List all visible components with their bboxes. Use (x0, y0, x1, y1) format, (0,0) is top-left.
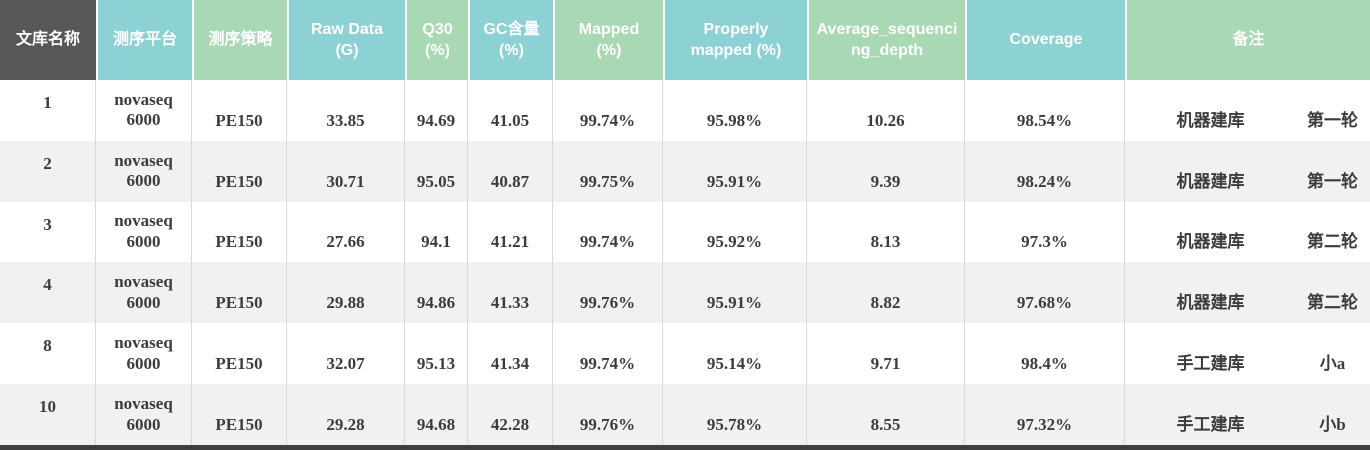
cell-gc: 41.33 (468, 262, 553, 324)
cell-remark-method: 机器建库 (1176, 232, 1245, 252)
cell-library-name: 10 (0, 384, 96, 445)
table-row: 2 novaseq 6000 PE150 30.71 95.05 40.87 99.75% 9… (0, 140, 1370, 202)
cell-properly_mapped: 95.78% (663, 384, 807, 445)
cell-remark-method: 机器建库 (1176, 171, 1245, 191)
column-header-q30: Q30 (%) (405, 0, 468, 80)
cell-q30: 94.86 (405, 262, 468, 324)
cell-raw_data: 30.71 (287, 140, 405, 202)
cell-strategy: PE150 (192, 323, 287, 385)
cell-gc: 40.87 (468, 140, 553, 202)
cell-library-name: 1 (0, 80, 96, 141)
column-header-library: 文库名称 (0, 0, 96, 80)
cell-q30: 95.05 (405, 140, 468, 202)
cell-mapped: 99.76% (553, 262, 663, 324)
cell-mapped: 99.74% (553, 80, 663, 141)
cell-strategy: PE150 (192, 384, 287, 445)
cell-remark: 机器建库 第二轮 (1125, 202, 1370, 263)
cell-remark-method: 机器建库 (1176, 293, 1245, 313)
cell-platform: novaseq 6000 (96, 201, 192, 263)
cell-q30: 95.13 (405, 323, 468, 385)
cell-library-name: 2 (0, 140, 96, 202)
cell-properly_mapped: 95.91% (663, 262, 807, 324)
cell-strategy: PE150 (192, 201, 287, 263)
cell-raw_data: 33.85 (287, 80, 405, 141)
cell-gc: 41.21 (468, 201, 553, 263)
column-header-mapped: Mapped (%) (553, 0, 663, 80)
column-header-platform: 测序平台 (96, 0, 192, 80)
cell-platform: novaseq 6000 (96, 80, 192, 141)
cell-remark-round: 小b (1319, 414, 1346, 434)
cell-properly_mapped: 95.92% (663, 201, 807, 263)
cell-properly_mapped: 95.98% (663, 80, 807, 141)
cell-coverage: 97.3% (965, 201, 1125, 263)
cell-remark: 机器建库 第二轮 (1125, 262, 1370, 323)
cell-remark-round: 第二轮 (1307, 293, 1358, 313)
column-header-gc: GC含量 (%) (468, 0, 553, 80)
column-header-raw_data: Raw Data (G) (287, 0, 405, 80)
cell-gc: 41.34 (468, 323, 553, 385)
cell-coverage: 98.4% (965, 323, 1125, 385)
cell-platform: novaseq 6000 (96, 140, 192, 202)
cell-q30: 94.69 (405, 80, 468, 141)
table-header-row: 文库名称 测序平台 测序策略 Raw Data (G) Q30 (%) GC含量 (%) M… (0, 0, 1370, 80)
cell-platform: novaseq 6000 (96, 384, 192, 445)
cell-remark: 机器建库 第一轮 (1125, 80, 1370, 141)
cell-remark: 手工建库 小b (1125, 384, 1370, 445)
cell-coverage: 98.24% (965, 140, 1125, 202)
cell-mapped: 99.74% (553, 201, 663, 263)
cell-remark: 机器建库 第一轮 (1125, 141, 1370, 202)
table-body: 1 novaseq 6000 PE150 33.85 94.69 41.05 99.74% 9… (0, 80, 1370, 445)
cell-strategy: PE150 (192, 80, 287, 141)
cell-mapped: 99.75% (553, 140, 663, 202)
cell-remark-method: 机器建库 (1176, 110, 1245, 130)
cell-library-name: 8 (0, 323, 96, 385)
cell-raw_data: 29.28 (287, 384, 405, 445)
cell-coverage: 97.32% (965, 384, 1125, 445)
cell-coverage: 98.54% (965, 80, 1125, 141)
table-row: 8 novaseq 6000 PE150 32.07 95.13 41.34 99.74% 9… (0, 323, 1370, 385)
cell-q30: 94.68 (405, 384, 468, 445)
cell-q30: 94.1 (405, 201, 468, 263)
table-row: 10 novaseq 6000 PE150 29.28 94.68 42.28 99.76%… (0, 384, 1370, 445)
cell-raw_data: 32.07 (287, 323, 405, 385)
cell-mapped: 99.74% (553, 323, 663, 385)
column-header-properly_mapped: Properly mapped (%) (663, 0, 807, 80)
column-header-strategy: 测序策略 (192, 0, 287, 80)
cell-avg_depth: 8.82 (807, 262, 965, 324)
cell-library-name: 4 (0, 262, 96, 324)
cell-remark-method: 手工建库 (1176, 354, 1245, 374)
column-header-avg_depth: Average_sequencing_depth (807, 0, 965, 80)
table-row: 3 novaseq 6000 PE150 27.66 94.1 41.21 99.74% 95… (0, 201, 1370, 263)
cell-remark-round: 第一轮 (1307, 171, 1358, 191)
cell-coverage: 97.68% (965, 262, 1125, 324)
cell-remark: 手工建库 小a (1125, 323, 1370, 384)
table-row: 1 novaseq 6000 PE150 33.85 94.69 41.05 99.74% 9… (0, 80, 1370, 141)
cell-gc: 41.05 (468, 80, 553, 141)
cell-avg_depth: 8.13 (807, 201, 965, 263)
cell-avg_depth: 9.71 (807, 323, 965, 385)
cell-remark-round: 第一轮 (1307, 110, 1358, 130)
table-bottom-border (0, 445, 1370, 450)
cell-remark-round: 小a (1319, 354, 1346, 374)
cell-properly_mapped: 95.91% (663, 140, 807, 202)
cell-properly_mapped: 95.14% (663, 323, 807, 385)
cell-mapped: 99.76% (553, 384, 663, 445)
cell-avg_depth: 10.26 (807, 80, 965, 141)
cell-avg_depth: 8.55 (807, 384, 965, 445)
cell-strategy: PE150 (192, 262, 287, 324)
cell-strategy: PE150 (192, 140, 287, 202)
table-row: 4 novaseq 6000 PE150 29.88 94.86 41.33 99.76% 9… (0, 262, 1370, 324)
cell-avg_depth: 9.39 (807, 140, 965, 202)
cell-raw_data: 27.66 (287, 201, 405, 263)
cell-remark-method: 手工建库 (1176, 414, 1245, 434)
column-header-remark: 备注 (1125, 0, 1370, 80)
cell-raw_data: 29.88 (287, 262, 405, 324)
cell-gc: 42.28 (468, 384, 553, 445)
cell-platform: novaseq 6000 (96, 262, 192, 324)
cell-library-name: 3 (0, 201, 96, 263)
column-header-coverage: Coverage (965, 0, 1125, 80)
cell-platform: novaseq 6000 (96, 323, 192, 385)
cell-remark-round: 第二轮 (1307, 232, 1358, 252)
